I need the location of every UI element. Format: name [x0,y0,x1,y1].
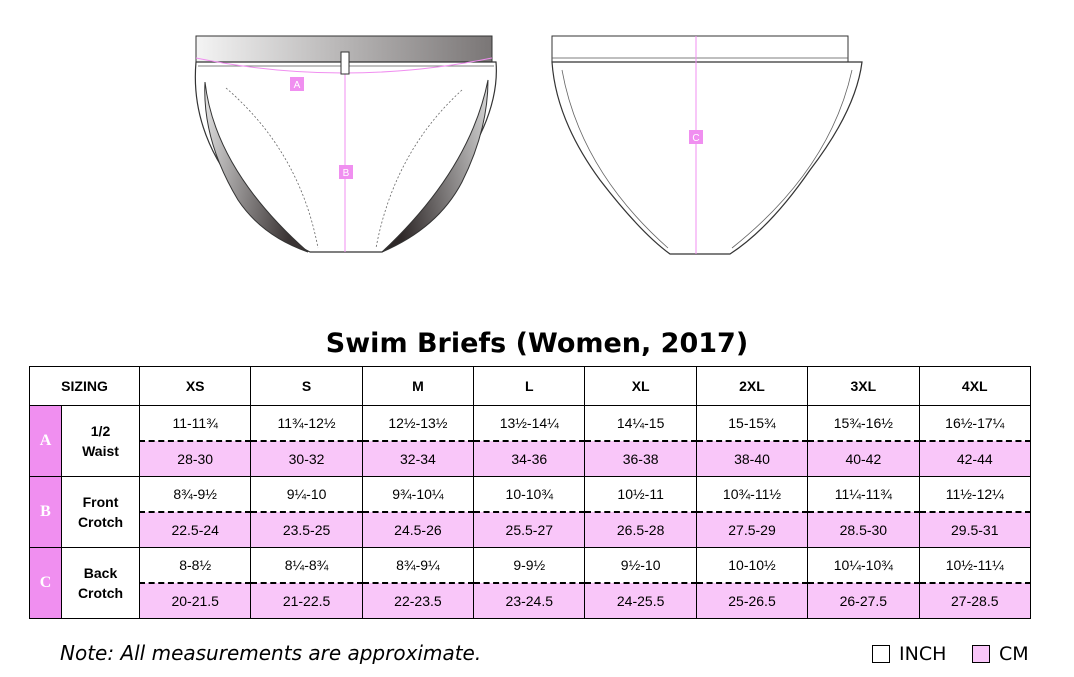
row-label-line1: Front [82,494,119,510]
table-cell: 32-34 [361,441,475,477]
legend-cm-swatch [972,645,990,663]
back-crotch-cm-row: 20-21.5 21-22.5 22-23.5 23-24.5 24-25.5 … [30,583,1032,619]
table-cell: 27-28.5 [918,583,1032,619]
front-crotch-cm-row: 22.5-24 23.5-25 24.5-26 25.5-27 26.5-28 … [30,512,1032,548]
table-cell: 34-36 [473,441,586,477]
waist-cm-row: 28-30 30-32 32-34 34-36 36-38 38-40 40-4… [30,441,1032,477]
legend-inch: INCH [872,643,946,665]
back-crotch-inch-row: C Back Crotch 8-8½ 8¼-8¾ 8¾-9¼ 9-9½ 9½-1… [29,547,1032,619]
size-chart-table: SIZING XS S M L XL 2XL 3XL 4XL A 1/2 Wai… [28,366,1032,619]
table-cell: 26-27.5 [807,583,920,619]
table-cell: 20-21.5 [139,583,252,619]
row-label-waist: 1/2 Waist [60,405,141,477]
table-cell: 21-22.5 [250,583,363,619]
row-letter-c: C [29,547,62,619]
table-cell: 10-10¾ [473,476,586,513]
table-cell: 11¼-11¾ [807,476,920,513]
table-cell: 25-26.5 [695,583,809,619]
sizing-header: SIZING [28,366,141,406]
size-header-s: S [250,366,363,406]
front-view-garment [194,35,497,253]
table-cell: 24.5-26 [361,512,475,548]
table-cell: 42-44 [918,441,1032,477]
table-cell: 9¾-10¼ [361,476,475,513]
row-label-back-crotch: Back Crotch [60,547,141,619]
table-cell: 10½-11 [584,476,697,513]
page-title: Swim Briefs (Women, 2017) [325,328,749,359]
table-cell: 16½-17¼ [918,405,1032,442]
table-cell: 38-40 [695,441,809,477]
waist-inch-row: A 1/2 Waist 11-11¾ 11¾-12½ 12½-13½ 13½-1… [29,405,1032,477]
table-cell: 28-30 [139,441,252,477]
row-letter-a: A [29,405,62,477]
measure-label-c: C [689,130,703,144]
row-label-line1: Back [83,565,118,581]
row-label-line2: Crotch [77,514,124,530]
table-cell: 15¾-16½ [807,405,920,442]
table-cell: 11¾-12½ [250,405,363,442]
row-label-line1: 1/2 [90,423,111,439]
note-text: Note: All measurements are approximate. [60,641,482,665]
size-header-xl: XL [584,366,697,406]
table-cell: 11½-12¼ [918,476,1032,513]
size-header-row: SIZING XS S M L XL 2XL 3XL 4XL [28,366,1032,406]
table-cell: 10½-11¼ [918,547,1032,584]
table-cell: 9½-10 [584,547,697,584]
table-cell: 13½-14¼ [473,405,586,442]
table-cell: 25.5-27 [473,512,586,548]
measure-label-a: A [290,77,304,91]
table-cell: 24-25.5 [584,583,697,619]
row-label-front-crotch: Front Crotch [60,476,141,548]
table-cell: 23.5-25 [250,512,363,548]
table-cell: 9-9½ [473,547,586,584]
table-cell: 36-38 [584,441,697,477]
table-cell: 23-24.5 [473,583,586,619]
size-header-3xl: 3XL [807,366,920,406]
table-cell: 8-8½ [139,547,252,584]
size-header-2xl: 2XL [695,366,809,406]
table-cell: 10¾-11½ [695,476,809,513]
table-cell: 26.5-28 [584,512,697,548]
table-cell: 29.5-31 [918,512,1032,548]
table-cell: 8¾-9¼ [361,547,475,584]
size-header-l: L [473,366,586,406]
row-label-line2: Waist [82,443,119,459]
back-view-garment [551,35,863,255]
table-cell: 12½-13½ [361,405,475,442]
front-crotch-inch-row: B Front Crotch 8¾-9½ 9¼-10 9¾-10¼ 10-10¾… [29,476,1032,548]
table-cell: 10-10½ [695,547,809,584]
table-cell: 28.5-30 [807,512,920,548]
legend-inch-label: INCH [899,643,947,665]
legend-inch-swatch [872,645,890,663]
row-label-line2: Crotch [77,585,124,601]
table-cell: 9¼-10 [250,476,363,513]
table-cell: 14¼-15 [584,405,697,442]
table-cell: 8¼-8¾ [250,547,363,584]
garment-illustrations: A B C [194,35,863,255]
size-header-m: M [361,366,475,406]
table-cell: 8¾-9½ [139,476,252,513]
table-cell: 10¼-10¾ [807,547,920,584]
svg-text:A: A [294,80,301,91]
table-cell: 27.5-29 [695,512,809,548]
table-cell: 11-11¾ [139,405,252,442]
table-cell: 22.5-24 [139,512,252,548]
svg-text:B: B [343,168,350,179]
size-header-4xl: 4XL [918,366,1032,406]
measure-label-b: B [339,165,353,179]
table-cell: 30-32 [250,441,363,477]
table-cell: 15-15¾ [695,405,809,442]
table-cell: 40-42 [807,441,920,477]
legend-cm: CM [972,643,1029,665]
svg-text:C: C [692,133,699,144]
table-cell: 22-23.5 [361,583,475,619]
legend-cm-label: CM [999,643,1029,665]
row-letter-b: B [29,476,62,548]
size-header-xs: XS [139,366,252,406]
